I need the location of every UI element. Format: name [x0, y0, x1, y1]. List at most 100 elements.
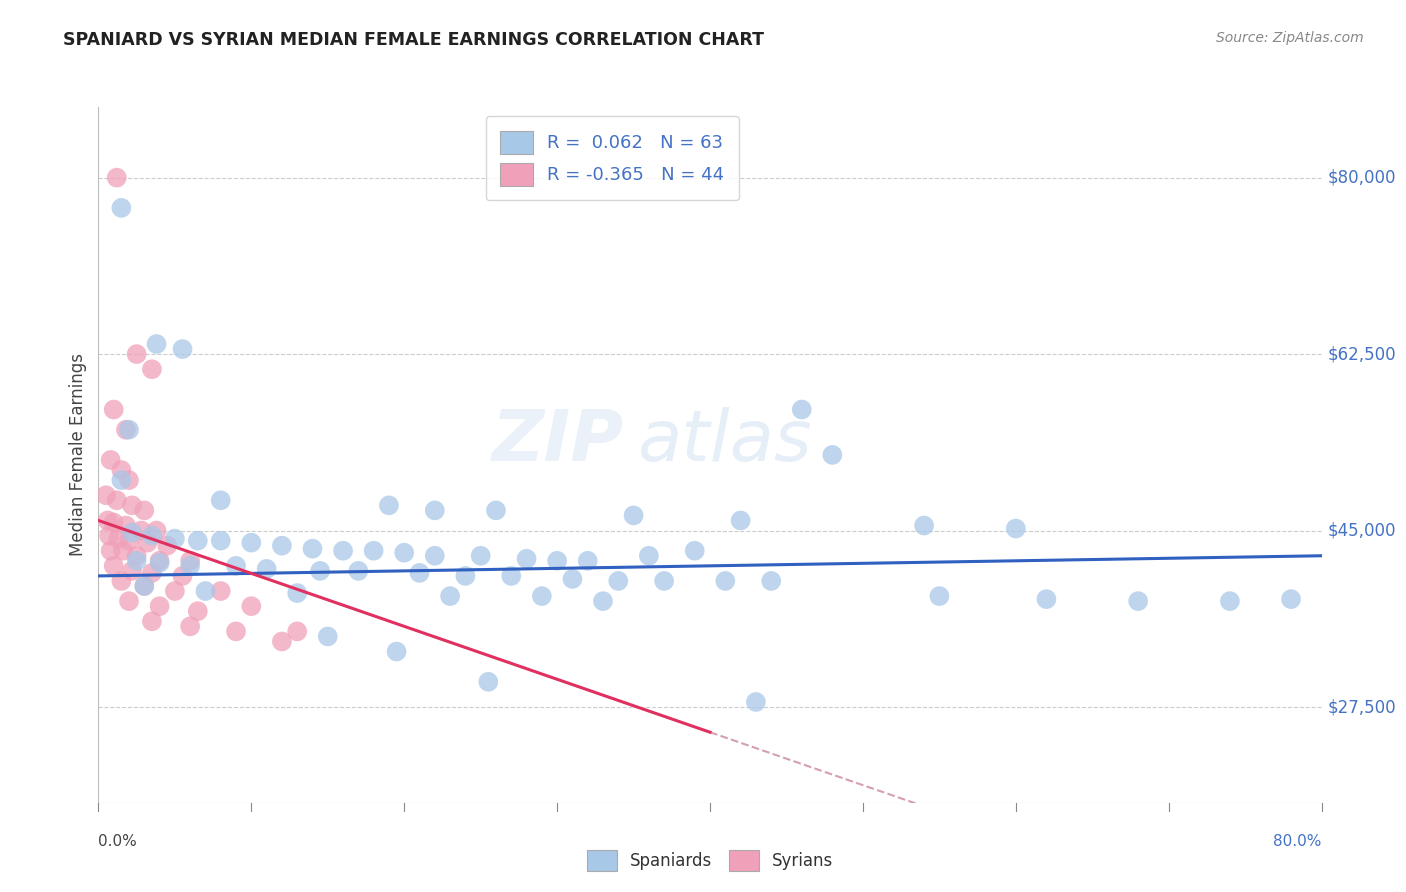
Point — [209, 493, 232, 508]
Point — [121, 499, 143, 513]
Point — [225, 558, 247, 573]
Point — [332, 543, 354, 558]
Point — [107, 532, 129, 546]
Point — [110, 201, 132, 215]
Text: Source: ZipAtlas.com: Source: ZipAtlas.com — [1216, 31, 1364, 45]
Point — [316, 629, 339, 643]
Point — [172, 569, 194, 583]
Point — [240, 535, 263, 549]
Point — [392, 546, 416, 560]
Point — [125, 347, 148, 361]
Point — [637, 549, 661, 563]
Point — [141, 566, 163, 580]
Point — [652, 574, 675, 588]
Point — [179, 619, 201, 633]
Point — [256, 562, 278, 576]
Point — [115, 423, 138, 437]
Point — [111, 543, 134, 558]
Point — [145, 524, 167, 538]
Point — [423, 503, 446, 517]
Point — [270, 634, 294, 648]
Point — [1219, 594, 1241, 608]
Point — [385, 644, 408, 658]
Point — [98, 528, 121, 542]
Point — [1035, 592, 1057, 607]
Y-axis label: Median Female Earnings: Median Female Earnings — [69, 353, 87, 557]
Point — [714, 574, 737, 588]
Point — [790, 402, 813, 417]
Text: $27,500: $27,500 — [1327, 698, 1396, 716]
Point — [110, 473, 132, 487]
Point — [149, 556, 172, 570]
Point — [172, 342, 194, 356]
Point — [607, 574, 630, 588]
Point — [454, 569, 477, 583]
Point — [683, 543, 706, 558]
Point — [209, 533, 232, 548]
Point — [163, 584, 186, 599]
Point — [145, 337, 167, 351]
Text: $62,500: $62,500 — [1327, 345, 1396, 363]
Point — [423, 549, 446, 563]
Text: $80,000: $80,000 — [1327, 169, 1396, 186]
Point — [105, 170, 128, 185]
Point — [623, 508, 645, 523]
Point — [209, 584, 232, 599]
Text: ZIP: ZIP — [492, 407, 624, 475]
Point — [1128, 594, 1150, 608]
Point — [94, 488, 117, 502]
Point — [592, 594, 614, 608]
Point — [149, 599, 172, 614]
Point — [118, 473, 141, 487]
Text: 80.0%: 80.0% — [1274, 834, 1322, 849]
Point — [270, 539, 294, 553]
Point — [470, 549, 492, 563]
Point — [129, 524, 152, 538]
Point — [240, 599, 263, 614]
Point — [149, 554, 172, 568]
Point — [100, 543, 122, 558]
Point — [179, 554, 201, 568]
Point — [485, 503, 508, 517]
Point — [134, 579, 156, 593]
Point — [516, 551, 538, 566]
Point — [125, 549, 148, 563]
Point — [761, 574, 783, 588]
Point — [477, 674, 499, 689]
Point — [285, 624, 308, 639]
Legend: Spaniards, Syrians: Spaniards, Syrians — [579, 843, 841, 878]
Point — [103, 516, 125, 530]
Point — [103, 402, 125, 417]
Point — [97, 513, 120, 527]
Point — [928, 589, 950, 603]
Point — [576, 554, 599, 568]
Point — [100, 453, 122, 467]
Text: 0.0%: 0.0% — [98, 834, 138, 849]
Text: $45,000: $45,000 — [1327, 522, 1396, 540]
Point — [141, 528, 163, 542]
Point — [730, 513, 752, 527]
Point — [1004, 522, 1026, 536]
Point — [187, 604, 209, 618]
Point — [156, 539, 179, 553]
Point — [912, 518, 935, 533]
Point — [285, 586, 308, 600]
Point — [821, 448, 844, 462]
Point — [141, 362, 163, 376]
Point — [110, 463, 132, 477]
Point — [118, 533, 141, 548]
Point — [118, 594, 141, 608]
Point — [115, 518, 138, 533]
Point — [408, 566, 430, 580]
Point — [1279, 592, 1302, 607]
Point — [530, 589, 553, 603]
Point — [187, 533, 209, 548]
Point — [141, 615, 163, 629]
Point — [745, 695, 768, 709]
Point — [118, 423, 141, 437]
Point — [134, 503, 156, 517]
Point — [347, 564, 370, 578]
Point — [163, 532, 186, 546]
Point — [225, 624, 247, 639]
Text: SPANIARD VS SYRIAN MEDIAN FEMALE EARNINGS CORRELATION CHART: SPANIARD VS SYRIAN MEDIAN FEMALE EARNING… — [63, 31, 765, 49]
